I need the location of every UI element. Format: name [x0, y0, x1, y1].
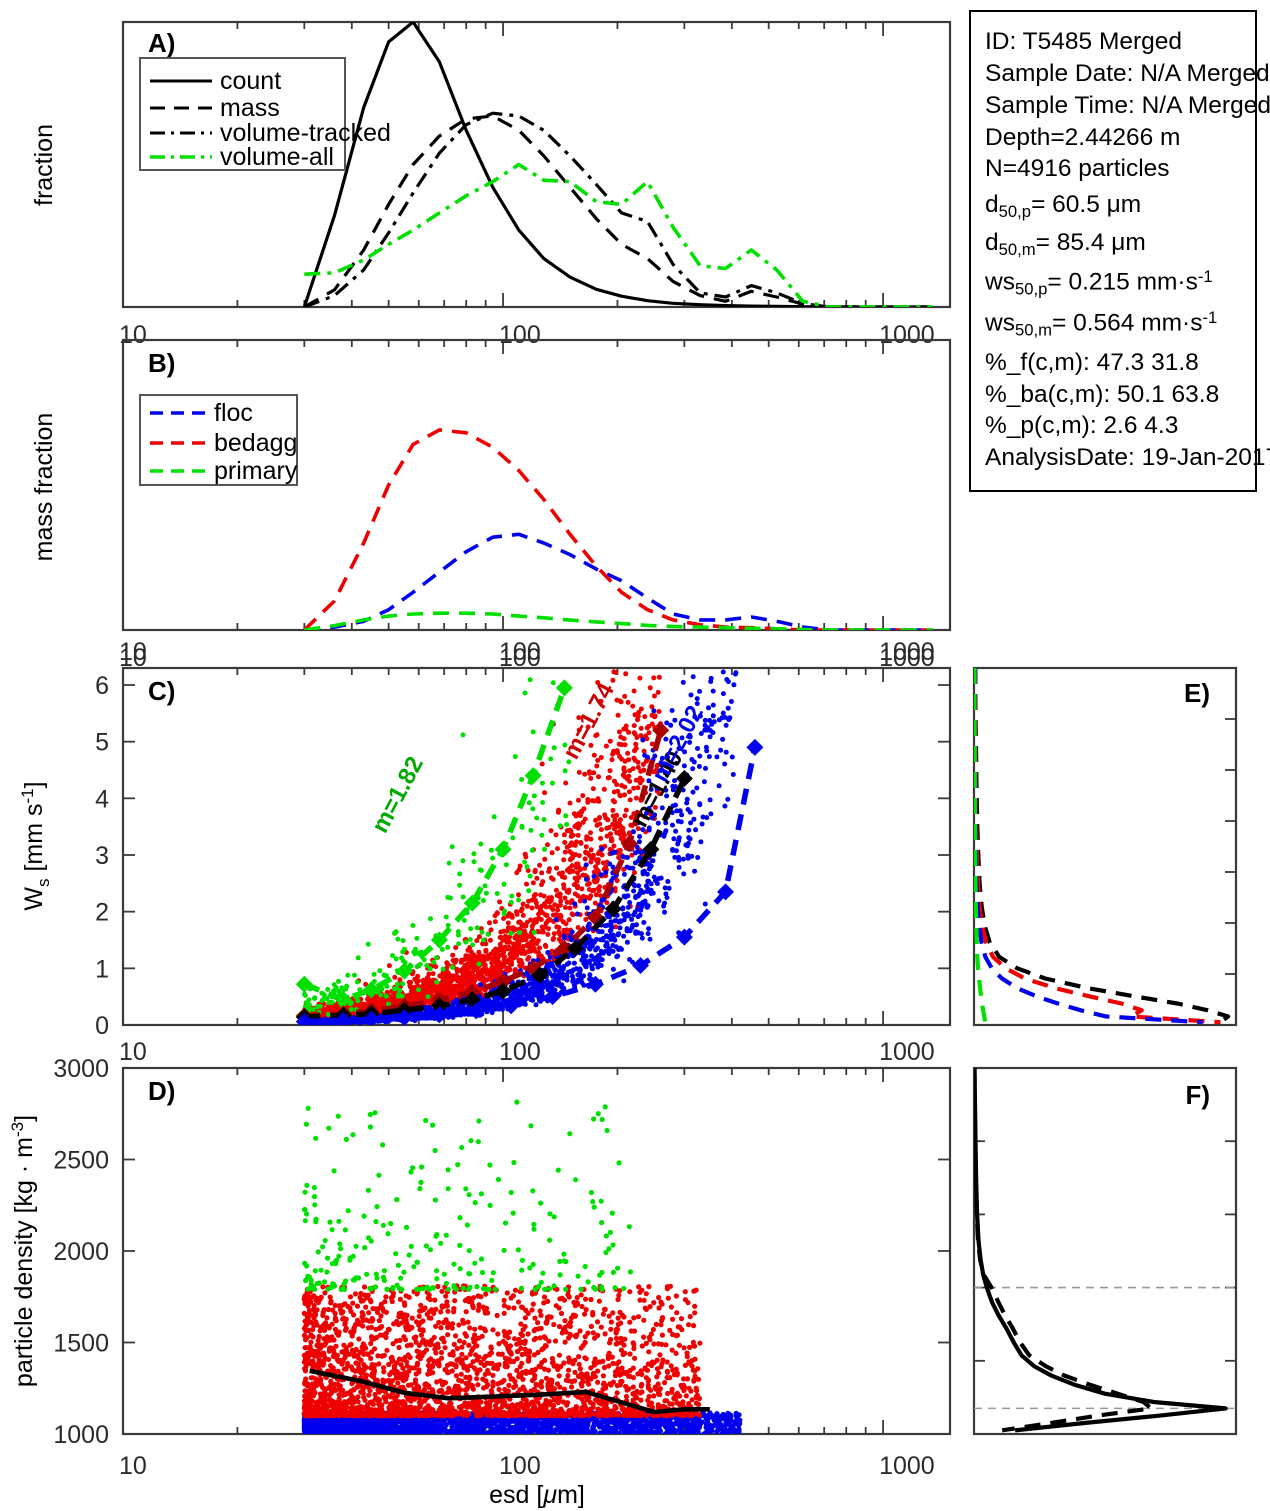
panel-b-ylabel: mass fraction — [30, 413, 58, 562]
x-tick-label: 10 — [119, 1038, 147, 1066]
panel-b: B) mass fraction floc bedagg primary 10 1… — [30, 338, 952, 672]
legend-label-volume-all: volume-all — [220, 143, 334, 171]
y-tick-label: 3 — [95, 842, 109, 870]
info-n-particles: N=4916 particles — [985, 155, 1170, 183]
panel-e-label: E) — [1184, 678, 1210, 708]
legend-label-floc: floc — [214, 399, 253, 427]
y-tick-label: 2500 — [53, 1147, 109, 1175]
panel-c-frame — [121, 666, 952, 1027]
panel-d-label: D) — [148, 1076, 175, 1106]
info-sample-date: Sample Date: N/A Merged — [985, 59, 1270, 87]
y-tick-label: 5 — [95, 729, 109, 757]
info-ws50p: ws50,p= 0.215 mm·s-1 — [985, 267, 1213, 299]
x-tick-label: 1000 — [879, 321, 935, 349]
panel-d-yticklabels: 1000 1500 2000 2500 3000 — [53, 1055, 109, 1449]
y-tick-label: 1 — [95, 955, 109, 983]
y-tick-label: 6 — [95, 672, 109, 700]
x-tick-label: 10 — [119, 1452, 147, 1480]
y-tick-label: 4 — [95, 785, 109, 813]
x-tick-label: 10 — [119, 638, 147, 666]
panel-f-frame — [972, 1066, 1238, 1436]
info-pct-p: %_p(c,m): 2.6 4.3 — [985, 412, 1179, 440]
x-tick-label: 1000 — [879, 1452, 935, 1480]
info-sample-time: Sample Time: N/A Merged — [985, 91, 1270, 119]
panel-e-curves — [974, 668, 1231, 1025]
panel-d-ylabel: particle density [kg · m-3] — [8, 1115, 38, 1387]
panel-f-ticks — [974, 1067, 1236, 1435]
info-box: ID: T5485 Merged Sample Date: N/A Merged… — [969, 10, 1270, 492]
y-tick-label: 1000 — [53, 1421, 109, 1449]
panel-a-frame — [121, 20, 952, 309]
legend-label-mass: mass — [220, 94, 280, 122]
y-tick-label: 3000 — [53, 1055, 109, 1083]
info-d50m: d50,m= 85.4 μm — [985, 228, 1146, 259]
panel-a-curves — [302, 22, 933, 307]
legend-label-count: count — [220, 67, 281, 95]
panel-f: F) — [972, 1066, 1238, 1436]
panel-a-legend: count mass volume-tracked volume-all — [139, 57, 391, 171]
slope-annotation: m=1.82 — [367, 752, 429, 837]
panel-c-yticklabels: 0 1 2 3 4 5 6 — [95, 672, 109, 1040]
info-id: ID: T5485 Merged — [985, 28, 1183, 55]
info-pct-ba: %_ba(c,m): 50.1 63.8 — [985, 380, 1220, 408]
panel-e: E) — [972, 666, 1238, 1027]
panel-e-frame — [972, 666, 1238, 1027]
panel-a-label: A) — [148, 28, 175, 58]
panel-e-ticks — [1225, 667, 1236, 1026]
x-tick-label: 1000 — [879, 638, 935, 666]
panel-d: D) particle density [kg · m-3] 1000 1500 2… — [8, 1038, 952, 1509]
panel-d-pointcloud — [301, 1099, 743, 1434]
legend-label-primary: primary — [214, 457, 298, 485]
y-tick-label: 0 — [95, 1012, 109, 1040]
panel-b-curves — [303, 428, 933, 630]
y-tick-label: 1500 — [53, 1330, 109, 1358]
info-ws50m: ws50,m= 0.564 mm·s-1 — [985, 307, 1218, 340]
info-d50p: d50,p= 60.5 μm — [985, 191, 1142, 222]
legend-label-bedagg: bedagg — [214, 429, 297, 457]
panel-c: m=1.82m=1.74m=1.40m=2.02 C) Ws [mm s-1] … — [18, 638, 952, 1040]
panel-c-xticklabels: 10 100 1000 — [119, 638, 935, 666]
panel-b-legend: floc bedagg primary — [139, 394, 298, 486]
y-tick-label: 2000 — [53, 1238, 109, 1266]
panel-f-curves — [974, 1068, 1228, 1433]
panel-b-label: B) — [148, 348, 175, 378]
x-tick-label: 100 — [499, 1452, 541, 1480]
legend-label-volume-tracked: volume-tracked — [220, 119, 391, 147]
panel-a-xticklabels: 10 100 1000 — [119, 321, 935, 349]
info-depth: Depth=2.44266 m — [985, 123, 1181, 151]
x-tick-label: 100 — [499, 1038, 541, 1066]
panel-c-ticks — [122, 668, 950, 1026]
panel-c-ylabel: Ws [mm s-1] — [18, 781, 53, 910]
panel-a-legend-box — [139, 57, 346, 171]
panel-a: A) fraction count mass volume-tracked vo… — [30, 20, 952, 349]
panel-b-legend-box — [139, 394, 298, 486]
panel-b-ticks — [122, 340, 884, 630]
y-tick-label: 2 — [95, 899, 109, 927]
panel-f-label: F) — [1185, 1080, 1210, 1110]
panel-d-xticklabels: 10 100 1000 10 100 1000 — [119, 1038, 935, 1480]
panel-c-label: C) — [148, 676, 175, 706]
x-tick-label: 1000 — [879, 1038, 935, 1066]
panel-f-reference-lines — [974, 1286, 1236, 1410]
info-analysis-date: AnalysisDate: 19-Jan-2017 — [985, 444, 1270, 472]
panel-a-ylabel: fraction — [30, 124, 58, 206]
panel-d-curves — [309, 1368, 710, 1415]
x-tick-label: 100 — [499, 638, 541, 666]
figure-xlabel: esd [μm] — [489, 1481, 585, 1509]
panel-c-curves — [295, 679, 764, 1025]
info-pct-f: %_f(c,m): 47.3 31.8 — [985, 348, 1199, 376]
panel-b-frame — [121, 338, 952, 632]
x-tick-label: 100 — [499, 321, 541, 349]
